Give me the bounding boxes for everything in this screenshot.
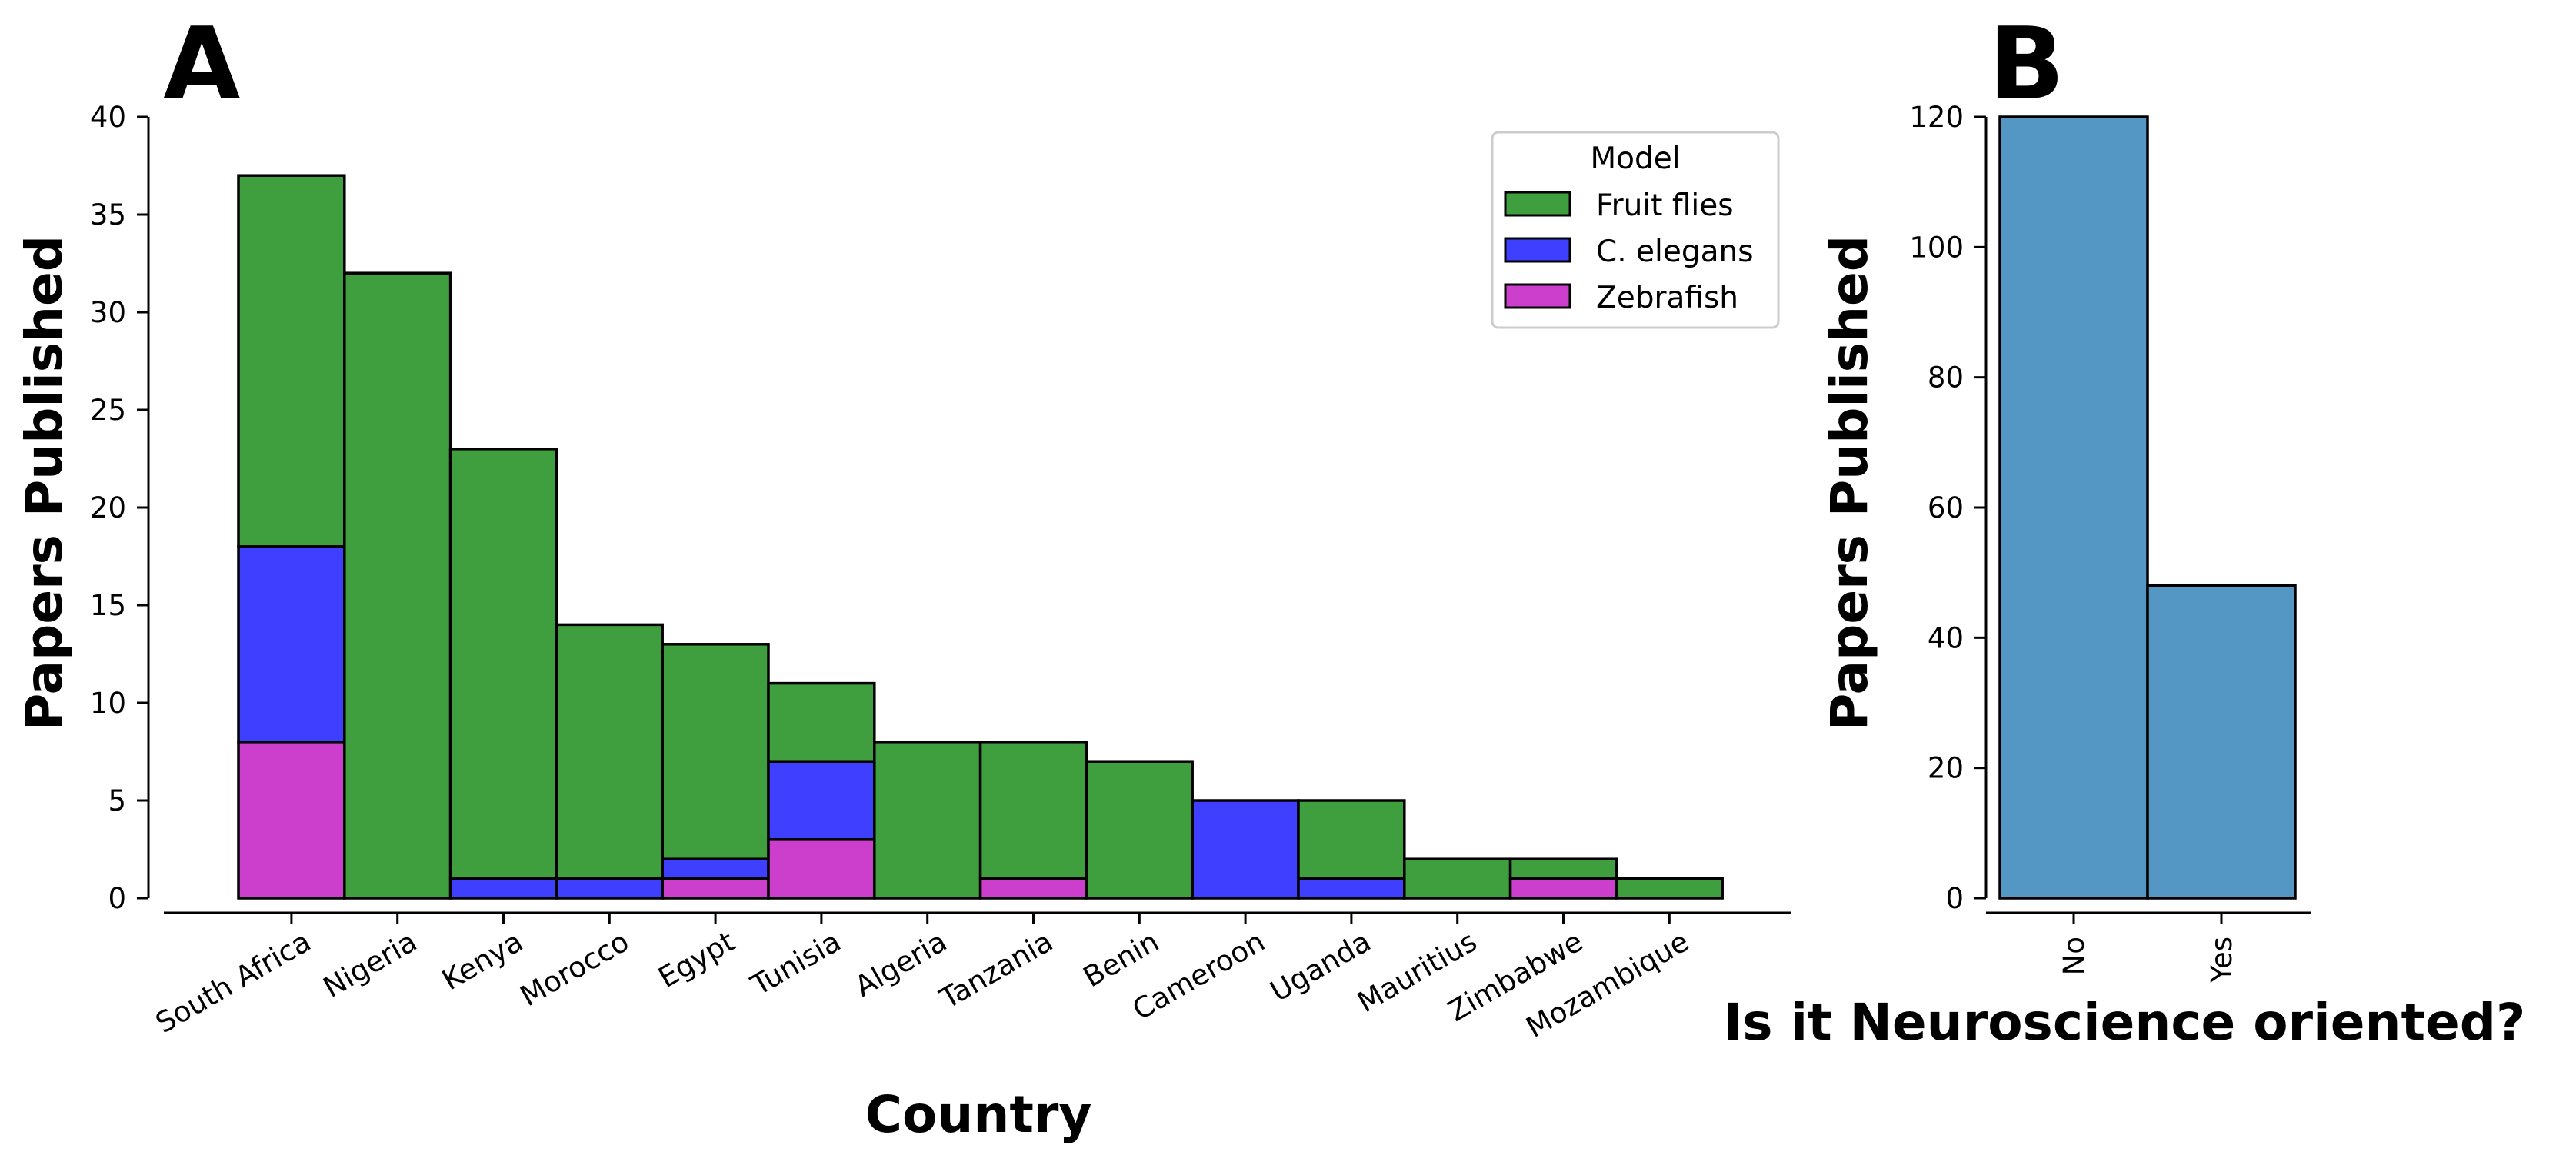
bar-yes [2146, 584, 2297, 900]
legend-title: Model [1590, 141, 1680, 176]
legend-swatch-fruit-flies [1504, 191, 1571, 217]
panel-a-legend: Model Fruit flies C. elegans Zebrafish [1491, 131, 1780, 329]
x-tick-label-nigeria: Nigeria [318, 925, 422, 1004]
y-tick-label: 20 [1928, 752, 1964, 785]
panel-a-bars [237, 174, 1724, 900]
bar-uganda-c-elegans [1297, 877, 1406, 900]
y-tick-label: 80 [1928, 361, 1964, 394]
bar-morocco-c-elegans [555, 877, 664, 900]
panel-b-bars [1998, 115, 2297, 900]
bar-kenya-fruit-flies [448, 448, 558, 880]
y-tick-label: 5 [108, 784, 126, 817]
bar-mozambique-fruit-flies [1615, 877, 1724, 900]
y-tick-label: 10 [90, 687, 126, 720]
y-tick-label: 20 [90, 491, 126, 524]
bar-tunisia-zebrafish [767, 838, 876, 900]
x-tick-label-kenya: Kenya [436, 925, 528, 997]
panel-b-y-axis-title: Papers Published [1820, 235, 1879, 731]
y-tick-label: 30 [90, 296, 126, 329]
bar-mauritius-fruit-flies [1403, 857, 1512, 900]
y-tick-label: 60 [1928, 491, 1964, 524]
bar-tanzania-zebrafish [978, 877, 1088, 900]
y-tick-label: 0 [1945, 882, 1964, 915]
bar-tunisia-c-elegans [767, 760, 876, 841]
x-tick-label-south-africa: South Africa [150, 925, 316, 1040]
y-tick-label: 120 [1909, 101, 1964, 134]
panel-a-letter: A [163, 5, 241, 122]
x-tick-label-egypt: Egypt [653, 925, 741, 995]
x-tick-label-yes: Yes [2205, 937, 2238, 984]
panel-a-y-axis-title: Papers Published [15, 235, 74, 731]
panel-a-x-axis-title: Country [865, 1085, 1092, 1144]
y-tick-label: 100 [1909, 231, 1964, 264]
bar-morocco-fruit-flies [555, 623, 664, 880]
legend-swatch-zebrafish [1504, 283, 1571, 309]
bar-zimbabwe-fruit-flies [1508, 857, 1618, 880]
bar-nigeria-fruit-flies [343, 271, 452, 900]
y-tick-label: 15 [90, 589, 126, 622]
bar-egypt-zebrafish [661, 877, 770, 900]
panel-b-x-axis-title: Is it Neuroscience oriented? [1724, 993, 2526, 1052]
bar-uganda-fruit-flies [1297, 799, 1406, 880]
bar-tunisia-fruit-flies [767, 681, 876, 763]
bar-cameroon-c-elegans [1191, 799, 1300, 900]
legend-label-fruit-flies: Fruit flies [1596, 188, 1734, 223]
x-tick-label-morocco: Morocco [515, 925, 635, 1014]
bar-egypt-c-elegans [661, 857, 770, 880]
legend-label-c-elegans: C. elegans [1596, 235, 1754, 269]
y-tick-label: 25 [90, 394, 126, 427]
bar-algeria-fruit-flies [873, 741, 982, 900]
panel-b-axes: No Yes 0 20 40 60 80 100 120 [1909, 101, 2311, 984]
bar-south-africa-zebrafish [237, 741, 346, 900]
bar-kenya-c-elegans [448, 877, 558, 900]
y-tick-label: 0 [108, 882, 126, 915]
panel-b: B No Yes 0 20 40 60 80 100 120 Is it Neuroscienc… [1724, 5, 2526, 1052]
panel-b-letter: B [1988, 5, 2064, 122]
x-tick-label-tanzania: Tanzania [934, 925, 1058, 1016]
bar-tanzania-fruit-flies [978, 741, 1088, 880]
bar-zimbabwe-zebrafish [1508, 877, 1618, 900]
bar-egypt-fruit-flies [661, 643, 770, 860]
x-tick-label-tunisia: Tunisia [745, 925, 847, 1003]
x-tick-label-no: No [2058, 937, 2091, 975]
y-tick-label: 35 [90, 198, 126, 231]
y-tick-label: 40 [1928, 621, 1964, 654]
legend-label-zebrafish: Zebrafish [1596, 281, 1738, 315]
bar-benin-fruit-flies [1085, 760, 1194, 900]
legend-frame [1491, 131, 1780, 329]
legend-swatch-c-elegans [1504, 237, 1571, 263]
bar-south-africa-c-elegans [237, 545, 346, 744]
bar-no [1998, 115, 2149, 900]
bar-south-africa-fruit-flies [237, 174, 346, 548]
y-tick-label: 40 [90, 101, 126, 134]
